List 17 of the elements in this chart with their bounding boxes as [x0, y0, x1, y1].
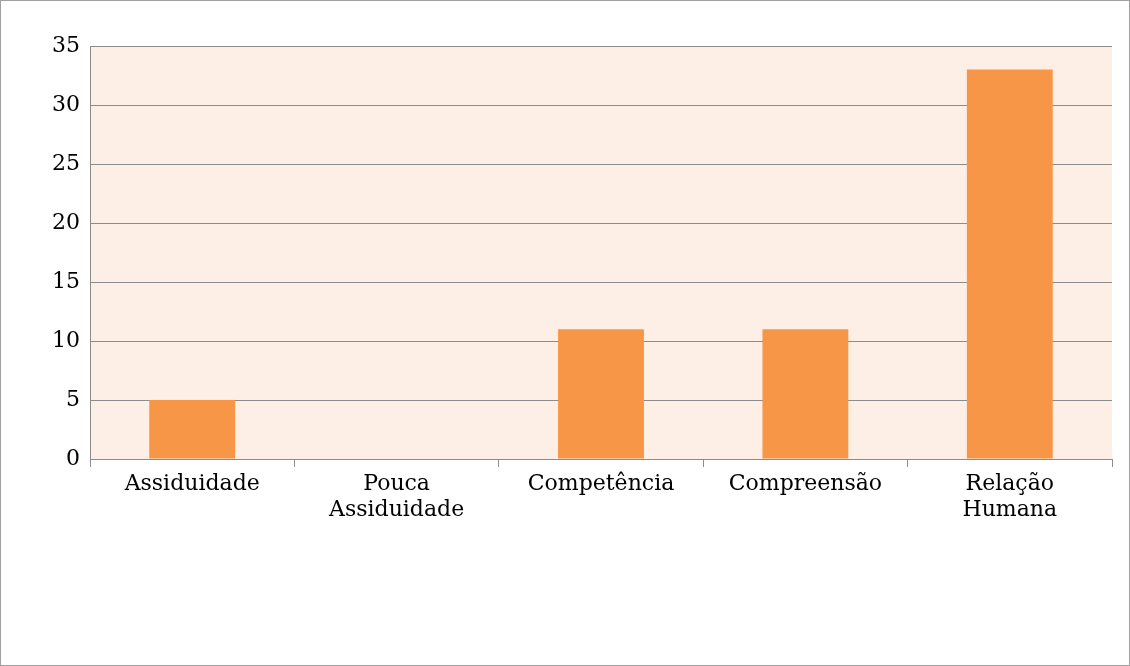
x-tick-label: Competência [527, 469, 675, 495]
x-tick-label: Compreensão [728, 469, 883, 495]
x-tick-label: Relação Humana [962, 469, 1058, 522]
x-tick-label: Assiduidade [123, 469, 260, 495]
x-tick-label: Pouca Assiduidade [328, 469, 465, 522]
y-tick-label: 10 [52, 326, 80, 352]
bar [558, 329, 644, 459]
y-tick-label: 20 [52, 208, 80, 234]
y-tick-label: 30 [52, 90, 80, 116]
bar [762, 329, 849, 459]
bar [149, 400, 236, 459]
y-tick-label: 25 [52, 149, 80, 175]
y-tick-label: 35 [52, 31, 80, 57]
bar [966, 69, 1053, 459]
y-tick-label: 15 [52, 267, 80, 293]
y-tick-label: 5 [66, 385, 80, 411]
y-tick-label: 0 [66, 444, 80, 470]
